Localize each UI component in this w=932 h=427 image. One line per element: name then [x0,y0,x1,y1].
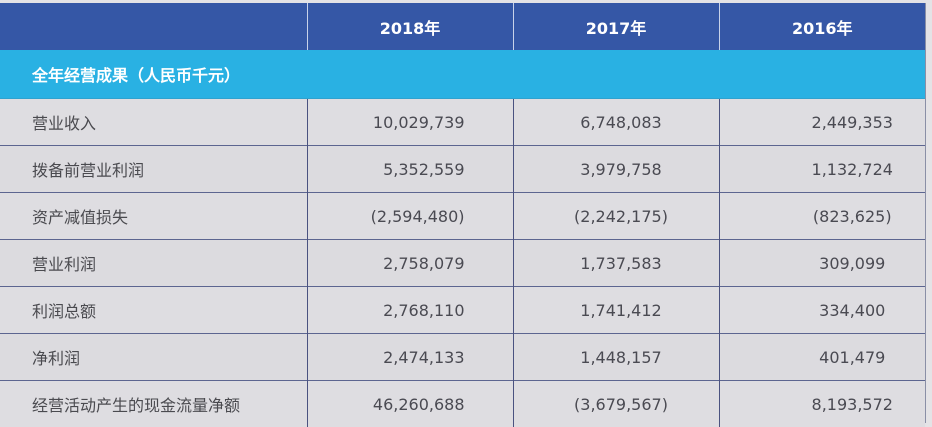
row-label: 资产减值损失 [0,193,307,240]
cell-2018: 2,768,110 [307,287,513,334]
cell-2017: 6,748,083 [513,99,719,146]
table-header-row: 2018年 2017年 2016年 [0,3,925,50]
header-label-column [0,3,307,50]
row-label: 经营活动产生的现金流量净额 [0,381,307,427]
cell-2017: 1,737,583 [513,240,719,287]
cell-2018: 2,758,079 [307,240,513,287]
header-2018: 2018年 [307,3,513,50]
cell-2018: 46,260,688 [307,381,513,427]
section-title: 全年经营成果（人民币千元） [0,50,925,99]
financial-results-table: 2018年 2017年 2016年 全年经营成果（人民币千元） 营业收入 10,… [0,3,925,427]
table-row: 资产减值损失 (2,594,480) (2,242,175) (823,625) [0,193,925,240]
row-label: 拨备前营业利润 [0,146,307,193]
cell-2017: (3,679,567) [513,381,719,427]
cell-2016: (823,625) [719,193,925,240]
cell-2017: 3,979,758 [513,146,719,193]
header-2017: 2017年 [513,3,719,50]
cell-2018: 5,352,559 [307,146,513,193]
cell-2016: 1,132,724 [719,146,925,193]
cell-2016: 2,449,353 [719,99,925,146]
cell-2017: (2,242,175) [513,193,719,240]
table-row: 经营活动产生的现金流量净额 46,260,688 (3,679,567) 8,1… [0,381,925,427]
cell-2016: 309,099 [719,240,925,287]
cell-2018: 10,029,739 [307,99,513,146]
row-label: 利润总额 [0,287,307,334]
table-row: 净利润 2,474,133 1,448,157 401,479 [0,334,925,381]
row-label: 营业利润 [0,240,307,287]
cell-2017: 1,448,157 [513,334,719,381]
table-row: 营业利润 2,758,079 1,737,583 309,099 [0,240,925,287]
row-label: 营业收入 [0,99,307,146]
financial-table-container: 2018年 2017年 2016年 全年经营成果（人民币千元） 营业收入 10,… [0,3,926,423]
cell-2018: (2,594,480) [307,193,513,240]
table-row: 拨备前营业利润 5,352,559 3,979,758 1,132,724 [0,146,925,193]
cell-2018: 2,474,133 [307,334,513,381]
cell-2016: 334,400 [719,287,925,334]
table-row: 利润总额 2,768,110 1,741,412 334,400 [0,287,925,334]
row-label: 净利润 [0,334,307,381]
cell-2016: 401,479 [719,334,925,381]
cell-2017: 1,741,412 [513,287,719,334]
header-2016: 2016年 [719,3,925,50]
cell-2016: 8,193,572 [719,381,925,427]
table-row: 营业收入 10,029,739 6,748,083 2,449,353 [0,99,925,146]
section-row: 全年经营成果（人民币千元） [0,50,925,99]
